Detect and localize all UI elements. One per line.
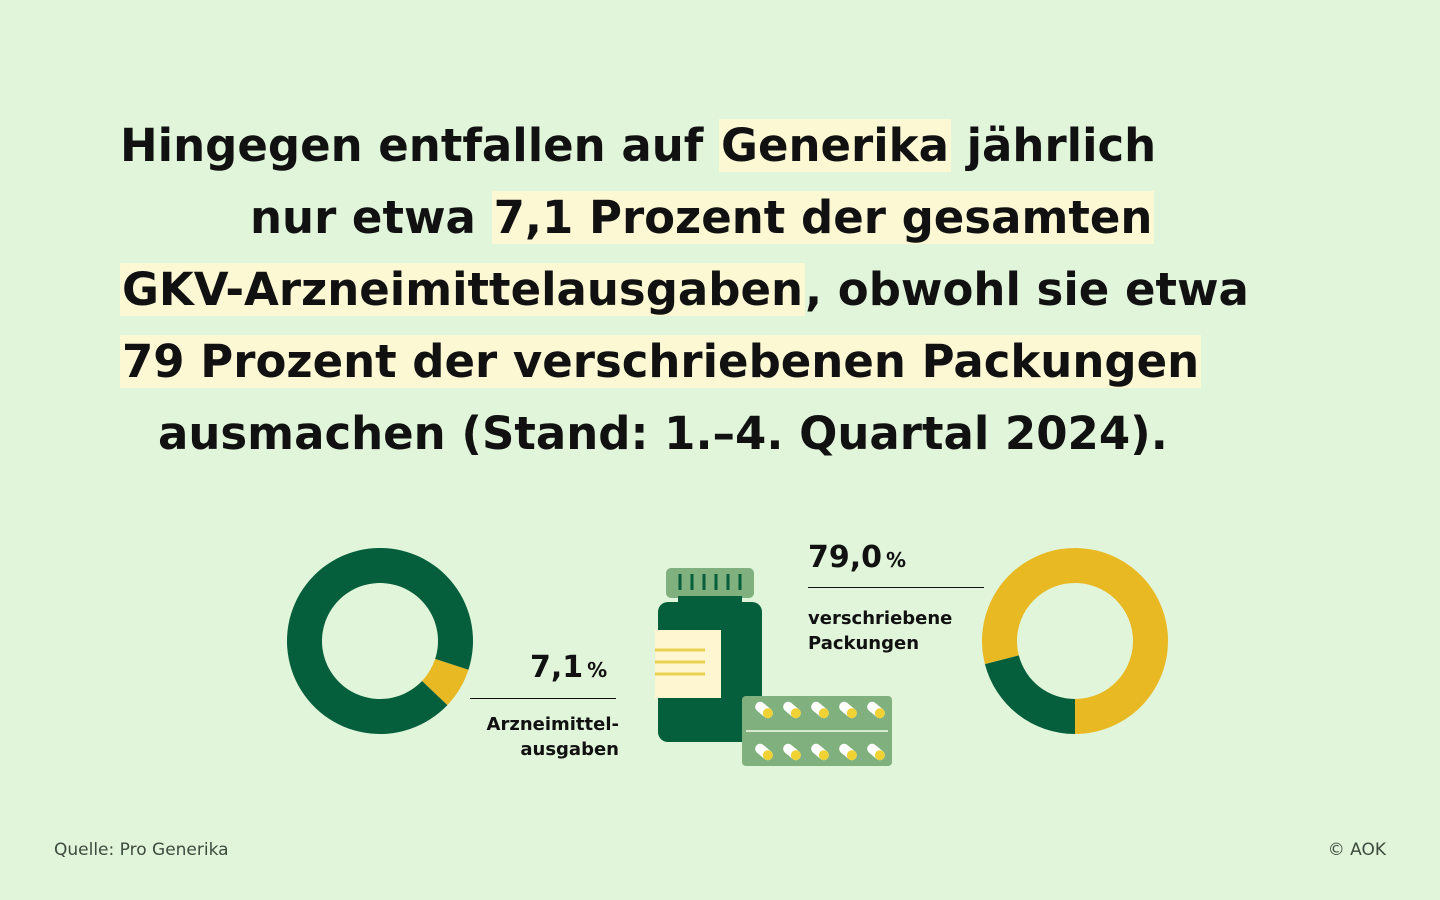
headline-line-2: nur etwa 7,1 Prozent der gesamten xyxy=(250,182,1155,254)
copyright: © AOK xyxy=(1327,840,1386,860)
stat-value-left: 7,1% xyxy=(530,650,607,685)
headline-text: Hingegen entfallen auf xyxy=(120,119,720,172)
donut-chart-left xyxy=(287,548,473,734)
pill-icon xyxy=(811,701,829,719)
blister-pack-icon xyxy=(742,696,892,766)
stat-label-line: Arzneimittel- xyxy=(486,714,619,735)
divider xyxy=(808,587,984,588)
pill-icon xyxy=(839,701,857,719)
headline-text: , obwohl sie etwa xyxy=(805,263,1249,316)
donut-slice-rest xyxy=(287,548,473,734)
headline-text: jährlich xyxy=(950,119,1157,172)
headline-text: nur etwa xyxy=(250,191,492,244)
divider xyxy=(470,698,616,699)
stat-number: 7,1 xyxy=(530,650,584,685)
donut-slice-rest xyxy=(984,655,1075,734)
pill-icon xyxy=(755,743,773,761)
pill-icon xyxy=(811,743,829,761)
stat-label-line: Packungen xyxy=(808,633,920,654)
headline-highlight: Generika xyxy=(719,119,951,172)
illustration xyxy=(655,568,892,766)
donut-chart-right xyxy=(982,548,1168,734)
pill-icon xyxy=(867,743,885,761)
stat-label-line: verschriebene xyxy=(808,608,953,629)
donut-slice-generika xyxy=(982,548,1168,734)
headline-line-5: ausmachen (Stand: 1.–4. Quartal 2024). xyxy=(158,407,1168,460)
pill-icon xyxy=(783,743,801,761)
stat-label-right: verschriebene Packungen xyxy=(808,606,1008,656)
headline-line-3: GKV-Arzneimittelausgaben, obwohl sie etw… xyxy=(120,254,1249,326)
headline-highlight: 7,1 Prozent der gesamten xyxy=(491,191,1155,244)
headline-highlight: 79 Prozent der verschriebenen Packungen xyxy=(120,335,1202,388)
stat-value-right: 79,0% xyxy=(808,540,906,575)
headline-highlight: GKV-Arzneimittelausgaben xyxy=(120,263,806,316)
headline-line-4: 79 Prozent der verschriebenen Packungen xyxy=(120,326,1202,398)
stat-label-left: Arzneimittel- ausgaben xyxy=(439,712,619,762)
pill-icon xyxy=(867,701,885,719)
stat-label-line: ausgaben xyxy=(520,739,619,760)
stat-unit: % xyxy=(886,548,907,572)
pill-bottle-icon xyxy=(655,568,762,742)
headline-line-1: Hingegen entfallen auf Generika jährlich xyxy=(120,110,1156,182)
stat-number: 79,0 xyxy=(808,540,883,575)
pill-icon xyxy=(783,701,801,719)
donut-slice-generika xyxy=(422,658,469,706)
pill-icon xyxy=(755,701,773,719)
pill-icon xyxy=(839,743,857,761)
stat-unit: % xyxy=(587,658,608,682)
source-note: Quelle: Pro Generika xyxy=(54,840,229,860)
